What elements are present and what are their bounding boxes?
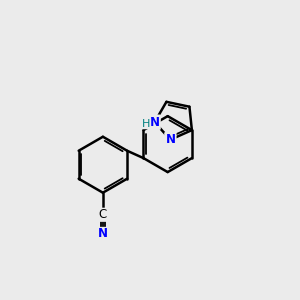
Text: N: N: [98, 227, 108, 240]
Text: N: N: [165, 133, 176, 146]
Text: C: C: [99, 208, 107, 221]
Text: N: N: [150, 116, 160, 129]
Text: H: H: [142, 119, 151, 129]
